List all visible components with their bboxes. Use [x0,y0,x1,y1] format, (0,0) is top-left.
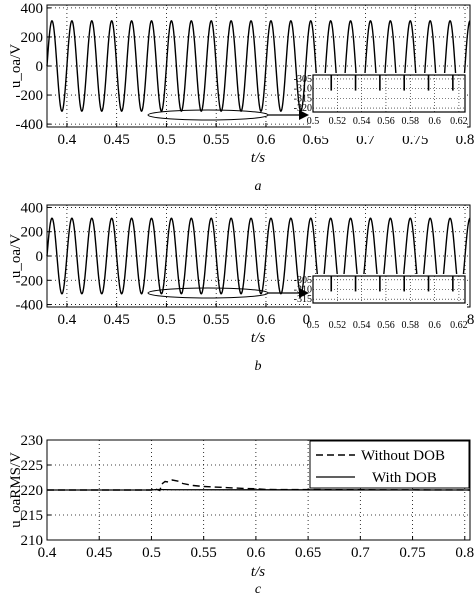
panel-b-zoom-marker [147,287,309,299]
x-tick-label: 0.5 [157,132,176,148]
x-tick-label: 0.5 [142,545,161,561]
x-tick-label: 0.55 [203,132,229,148]
y-tick-label: 400 [21,1,44,17]
y-tick-label: -200 [16,88,44,104]
inset-x-tick-label: 0.56 [377,116,395,127]
panel-c-series [47,479,471,492]
inset-x-tick-label: 0.5 [307,320,320,331]
inset-y-tick-label: -315 [294,93,312,104]
inset-x-tick-label: 0.62 [450,116,468,127]
y-tick-label: 200 [21,30,44,46]
inset-x-tick-label: 0.6 [428,320,441,331]
x-tick-label: 0.7 [351,545,370,561]
panel-b-inset: 0.5 0.52 0.54 0.56 0.58 0.6 0.62 -305-310-315 [294,274,468,331]
zoom-arrowhead [299,110,309,120]
inset-x-tick-label: 0.54 [353,320,371,331]
y-tick-label: 0 [36,249,44,265]
zoom-arrowhead [299,288,309,298]
y-tick-label: 215 [21,508,44,524]
inset-x-tick-label: 0.54 [353,116,371,127]
panel-c-legend: Without DOB With DOB [309,440,470,489]
inset-x-tick-label: 0.58 [402,116,420,127]
panel-c-chart: 230 225 220 215 210 0.4 0.45 0.5 0.55 0.6 0.65 0.7… [8,433,474,594]
legend-label-with-dob: With DOB [372,470,437,486]
x-tick-label: 0.6 [257,132,276,148]
panel-a-label: a [255,179,262,194]
y-tick-label: 0 [36,59,44,75]
x-tick-label: 0.5 [157,312,176,328]
zoom-ellipse [147,109,269,121]
legend-label-without-dob: Without DOB [361,448,445,464]
inset-y-tick-label: -315 [294,294,312,305]
panel-a-x-axis-label: t/s [251,150,265,166]
series-with-dob [47,488,471,491]
panel-c-x-ticks: 0.4 0.45 0.5 0.55 0.6 0.65 0.7 0.75 0.8 [38,536,474,561]
x-tick-label: 0.45 [104,312,130,328]
inset-y-tick-label: -305 [294,275,312,286]
inset-y-tick-label: -310 [294,84,312,95]
inset-frame [312,74,466,113]
panel-a-inset: 0.5 0.52 0.54 0.56 0.58 0.6 0.62 -305-310-315-3… [294,73,468,136]
y-tick-label: 230 [21,433,44,449]
panel-c-x-axis-label: t/s [251,564,265,580]
zoom-ellipse [147,287,269,299]
inset-y-tick-label: -310 [294,285,312,296]
inset-x-tick-label: 0.52 [329,320,347,331]
x-tick-label: 0.4 [58,312,77,328]
x-tick-label: 0.65 [295,545,321,561]
inset-x-tick-label: 0.62 [450,320,468,331]
panel-b-x-axis-label: t/s [251,330,265,346]
y-tick-label: -400 [16,298,44,314]
y-tick-label: 200 [21,225,44,241]
x-tick-label: 0.6 [257,312,276,328]
legend-box [309,440,470,489]
inset-y-tick-label: -320 [294,103,312,114]
inset-background [311,73,467,136]
panel-a-y-ticks: 400 200 0 -200 -400 [16,1,51,133]
inset-x-tick-label: 0.6 [428,116,441,127]
panel-c-y-ticks: 230 225 220 215 210 [21,433,51,549]
x-tick-label: 0.45 [86,545,112,561]
panel-c-y-axis-label: u_oaRMS/V [8,452,24,528]
inset-y-tick-label: -305 [294,74,312,85]
y-tick-label: 400 [21,200,44,216]
y-tick-label: -200 [16,273,44,289]
panel-b-label: b [255,359,262,374]
panel-c-label: c [255,582,262,594]
inset-x-tick-label: 0.5 [307,116,320,127]
panel-b-y-axis-label: u_oa/V [8,234,24,278]
inset-background [311,274,467,327]
x-tick-label: 0.55 [203,312,229,328]
panel-a-y-axis-label: u_oa/V [8,44,24,88]
inset-x-tick-label: 0.58 [402,320,420,331]
panel-b-y-ticks: 400 200 0 -200 -400 [16,200,51,314]
y-tick-label: 225 [21,458,44,474]
y-tick-label: 210 [21,533,44,549]
x-tick-label: 0.4 [58,132,77,148]
x-tick-label: 0.8 [455,545,474,561]
x-tick-label: 0.55 [191,545,217,561]
inset-x-tick-label: 0.52 [329,116,347,127]
x-tick-label: 0.45 [104,132,130,148]
y-tick-label: 220 [21,483,44,499]
x-tick-label: 0.75 [399,545,425,561]
inset-frame [312,275,466,304]
inset-x-tick-label: 0.56 [377,320,395,331]
x-tick-label: 0.4 [38,545,57,561]
x-tick-label: 0.6 [247,545,266,561]
panel-a-zoom-marker [147,109,309,121]
y-tick-label: -400 [16,117,44,133]
